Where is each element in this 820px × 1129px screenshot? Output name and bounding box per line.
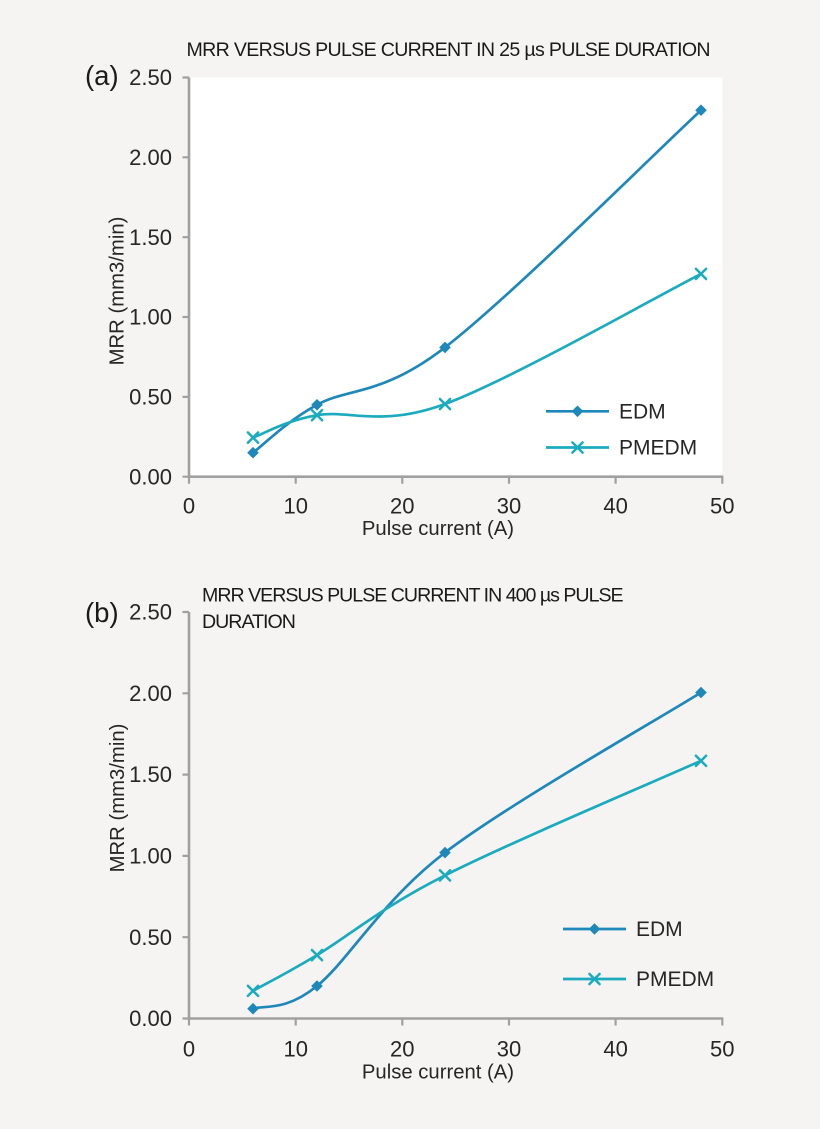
svg-text:0.50: 0.50 <box>129 385 172 410</box>
svg-text:(b): (b) <box>85 597 119 628</box>
svg-text:2.50: 2.50 <box>129 65 172 90</box>
svg-text:20: 20 <box>390 1037 414 1062</box>
svg-text:30: 30 <box>497 1037 521 1062</box>
svg-text:DURATION: DURATION <box>202 611 295 633</box>
svg-text:0.00: 0.00 <box>129 1006 172 1031</box>
svg-text:EDM: EDM <box>619 401 666 424</box>
svg-text:EDM: EDM <box>636 918 683 941</box>
svg-text:MRR VERSUS PULSE CURRENT IN 25: MRR VERSUS PULSE CURRENT IN 25 µs PULSE … <box>187 39 710 61</box>
svg-text:40: 40 <box>603 494 627 519</box>
svg-text:1.00: 1.00 <box>129 844 172 869</box>
svg-text:0.00: 0.00 <box>129 464 172 489</box>
svg-text:PMEDM: PMEDM <box>636 968 714 991</box>
svg-text:Pulse current (A): Pulse current (A) <box>362 1062 514 1084</box>
svg-text:40: 40 <box>603 1037 627 1062</box>
svg-text:2.50: 2.50 <box>129 600 172 625</box>
svg-text:50: 50 <box>710 494 734 519</box>
svg-text:MRR (mm3/min): MRR (mm3/min) <box>107 217 129 366</box>
svg-text:Pulse current (A): Pulse current (A) <box>362 518 514 540</box>
svg-text:10: 10 <box>283 494 307 519</box>
svg-text:1.50: 1.50 <box>129 762 172 787</box>
svg-text:20: 20 <box>390 494 414 519</box>
svg-text:0: 0 <box>183 494 195 519</box>
svg-text:0.50: 0.50 <box>129 925 172 950</box>
svg-text:2.00: 2.00 <box>129 681 172 706</box>
svg-text:1.00: 1.00 <box>129 305 172 330</box>
svg-text:2.00: 2.00 <box>129 145 172 170</box>
svg-text:10: 10 <box>283 1037 307 1062</box>
svg-text:MRR (mm3/min): MRR (mm3/min) <box>107 724 129 873</box>
svg-text:1.50: 1.50 <box>129 225 172 250</box>
svg-text:MRR VERSUS PULSE CURRENT IN 40: MRR VERSUS PULSE CURRENT IN 400 µs PULSE <box>202 585 624 607</box>
svg-text:30: 30 <box>497 494 521 519</box>
svg-text:0: 0 <box>183 1037 195 1062</box>
svg-text:PMEDM: PMEDM <box>619 437 697 460</box>
svg-text:50: 50 <box>710 1037 734 1062</box>
svg-text:(a): (a) <box>85 60 119 91</box>
